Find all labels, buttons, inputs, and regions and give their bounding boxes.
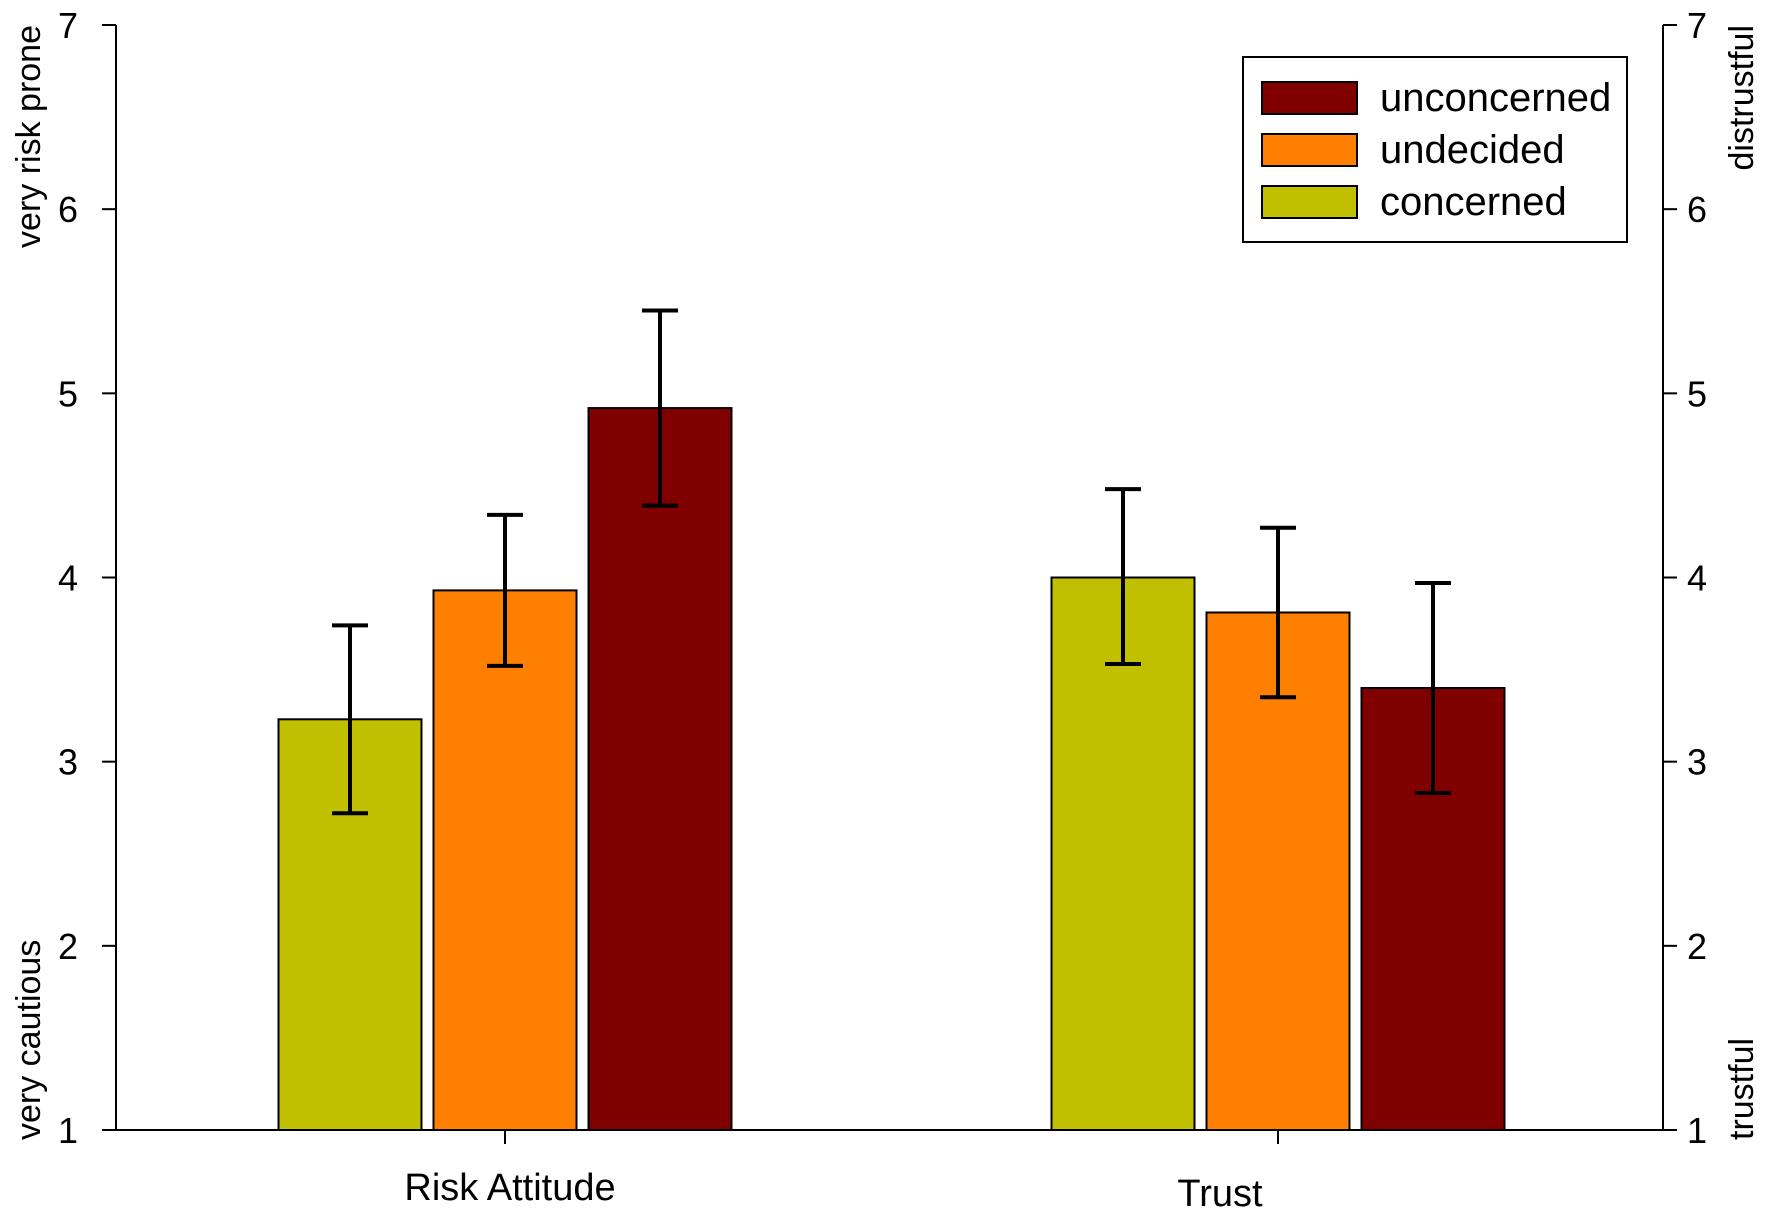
bar-undecided-risk-attitude [432,589,578,1131]
error-bar-undecided-1 [1260,525,1296,700]
left-axis-label-top: very risk prone [10,25,48,248]
error-bar-concerned-0 [332,623,368,816]
error-bar-unconcerned-1 [1415,581,1451,795]
y-tick-label-left: 2 [58,926,78,967]
y-tick-label-right: 7 [1687,5,1707,46]
legend-label-undecided: undecided [1380,128,1565,172]
error-bars-layer [332,308,1451,816]
right-axis-label-top: distrustful [1723,25,1761,171]
legend: unconcerned undecided concerned [1242,56,1628,243]
y-tick-label-right: 2 [1687,926,1707,967]
x-tick-label: Trust [1177,1173,1263,1210]
y-tick-label-right: 6 [1687,189,1707,230]
bars-layer [277,407,1506,1132]
y-tick-label-left: 5 [58,373,78,414]
y-tick-label-right: 4 [1687,558,1707,599]
x-tick-label: Risk Attitude [404,1167,615,1209]
y-tick-label-left: 7 [58,5,78,46]
legend-swatch-concerned [1261,185,1358,219]
error-bar-unconcerned-0 [642,308,678,508]
legend-label-concerned: concerned [1380,180,1567,224]
y-tick-label-left: 4 [58,558,78,599]
axes-layer: 1 2 3 4 5 6 7 1 2 3 4 5 6 7 Risk Attitude Trust [58,5,1707,1210]
legend-swatch-unconcerned [1261,81,1358,115]
error-bar-concerned-1 [1105,487,1141,667]
y-tick-label-right: 5 [1687,373,1707,414]
y-tick-label-right: 1 [1687,1110,1707,1151]
y-tick-label-left: 3 [58,742,78,783]
bar-concerned-trust [1050,576,1196,1131]
legend-label-unconcerned: unconcerned [1380,76,1611,120]
right-axis-label-bottom: trustful [1723,1038,1761,1140]
bar-unconcerned-risk-attitude [587,407,733,1132]
legend-swatch-undecided [1261,133,1358,167]
left-axis-label-bottom: very cautious [10,940,48,1140]
y-tick-label-left: 6 [58,189,78,230]
y-tick-label-right: 3 [1687,742,1707,783]
y-tick-label-left: 1 [58,1110,78,1151]
error-bar-undecided-0 [487,512,523,668]
